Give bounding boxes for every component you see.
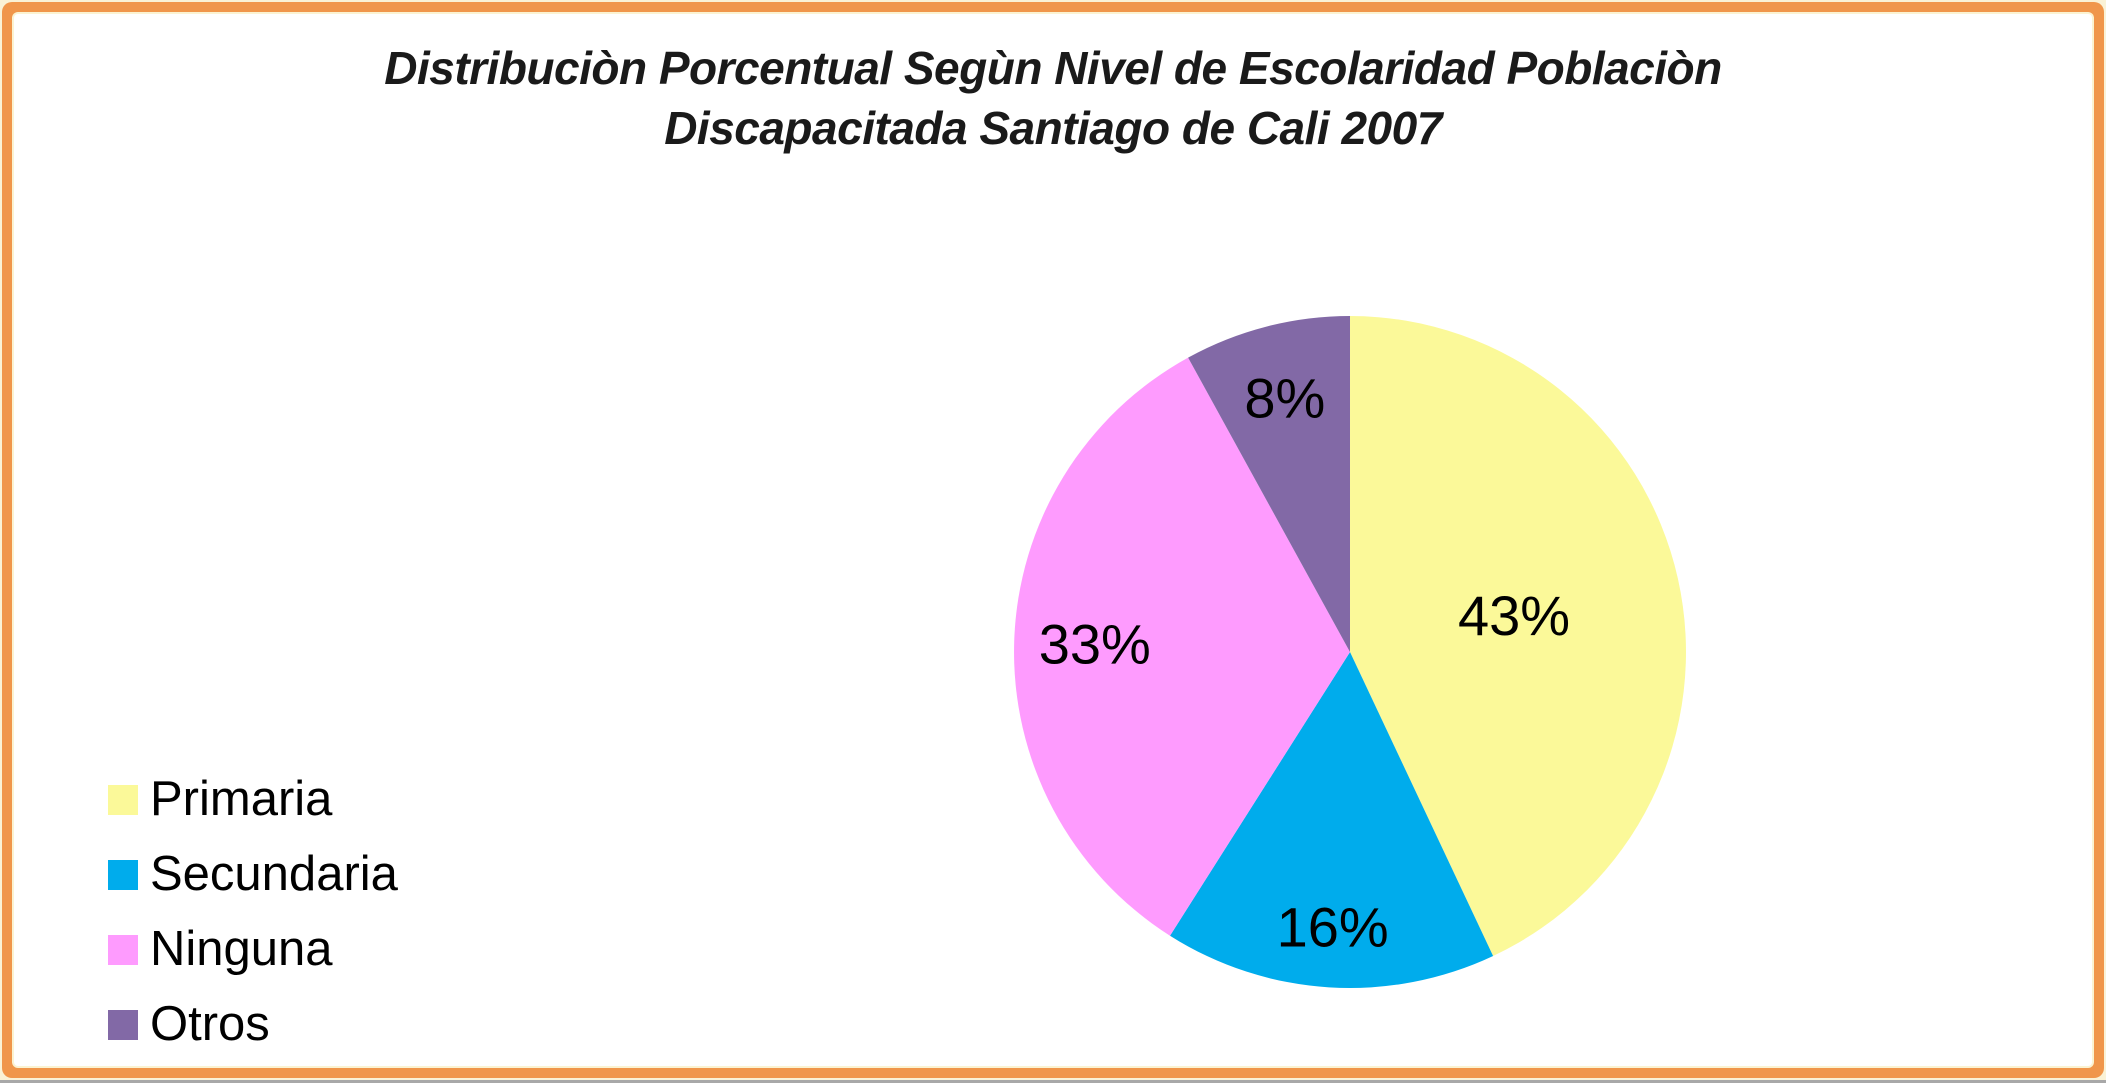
bottom-edge-line: [0, 1080, 2106, 1083]
pie-slice-otros: [1188, 316, 1350, 652]
chart-title: Distribuciòn Porcentual Segùn Nivel de E…: [14, 38, 2092, 158]
chart-area: Distribuciòn Porcentual Segùn Nivel de E…: [14, 14, 2092, 1066]
legend-label: Ninguna: [150, 922, 333, 976]
legend-swatch-icon: [108, 859, 138, 890]
legend: Primaria Secundaria Ninguna Otros: [108, 762, 398, 1062]
chart-title-line-1: Distribuciòn Porcentual Segùn Nivel de E…: [384, 42, 1722, 94]
legend-item: Secundaria: [108, 837, 398, 912]
chart-title-line-2: Discapacitada Santiago de Cali 2007: [664, 102, 1442, 154]
legend-item: Primaria: [108, 762, 398, 837]
legend-label: Primaria: [150, 772, 333, 826]
pie-chart: 43% 16% 33% 8%: [1014, 316, 1686, 988]
legend-swatch-icon: [108, 1009, 138, 1040]
legend-label: Secundaria: [150, 847, 398, 901]
pie-slice-ninguna: [1014, 357, 1350, 936]
pie-data-label: 43%: [1458, 584, 1570, 647]
legend-item: Otros: [108, 987, 398, 1062]
pie-slice-secundaria: [1170, 652, 1494, 988]
pie-data-label: 33%: [1039, 613, 1151, 676]
pie-data-label: 8%: [1244, 367, 1325, 430]
legend-swatch-icon: [108, 934, 138, 965]
legend-swatch-icon: [108, 784, 138, 815]
pie-data-label: 16%: [1277, 896, 1389, 959]
legend-item: Ninguna: [108, 912, 398, 987]
legend-label: Otros: [150, 997, 270, 1051]
pie-slice-primaria: [1350, 316, 1686, 956]
